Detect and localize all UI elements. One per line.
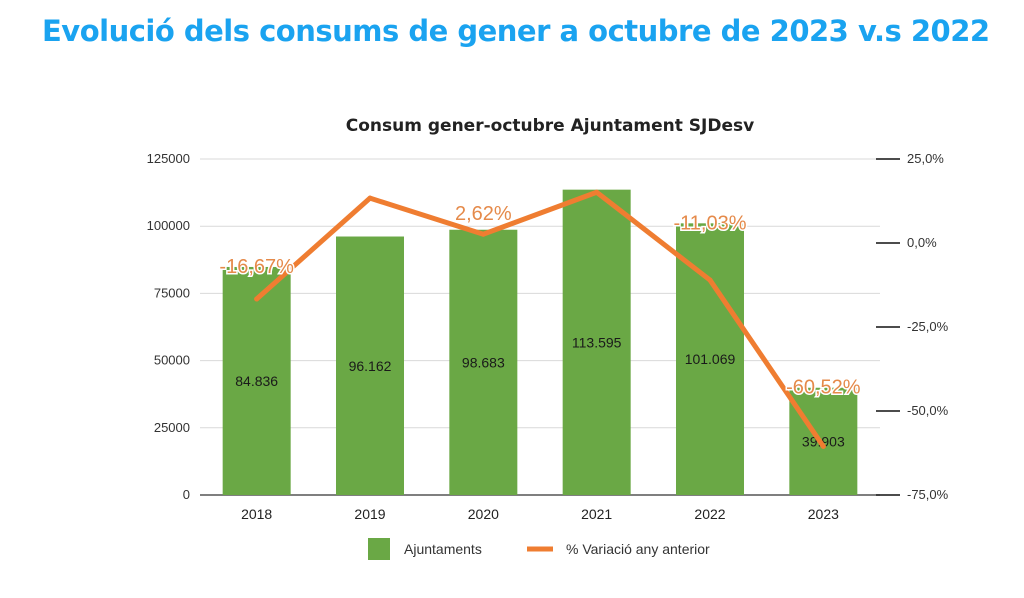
y-tick-label: 25000	[154, 420, 190, 435]
bar-value-label: 96.162	[349, 358, 392, 374]
line-point	[367, 195, 373, 201]
line-point	[594, 189, 600, 195]
line-point	[254, 296, 260, 302]
grid-lines	[200, 158, 880, 496]
left-axis: 0 25000 50000 75000 100000 125000	[147, 151, 190, 502]
legend-swatch-bars	[368, 538, 390, 560]
right-axis: -75,0% -50,0% -25,0% 0,0% 25,0%	[876, 151, 949, 502]
legend-label-line: % Variació any anterior	[566, 541, 710, 557]
bar-value-label: 113.595	[572, 334, 622, 350]
x-tick-label: 2018	[241, 506, 272, 522]
bar-value-label: 101.069	[685, 351, 736, 367]
variation-label: -16,67%	[219, 256, 294, 278]
bar	[562, 189, 631, 495]
x-tick-label: 2020	[468, 506, 499, 522]
y2-tick-label: -75,0%	[907, 487, 949, 502]
variation-line	[254, 189, 826, 449]
bar	[789, 387, 858, 495]
variation-label: -60,52%	[786, 377, 861, 399]
y-tick-label: 0	[183, 487, 190, 502]
line-point	[820, 443, 826, 449]
legend: Ajuntaments % Variació any anterior	[368, 538, 710, 560]
line-point	[480, 231, 486, 237]
legend-label-bars: Ajuntaments	[404, 541, 482, 557]
y-tick-label: 100000	[147, 218, 190, 233]
bar-series: 84.836 96.162 98.683 113.595 101.069 39.903	[222, 189, 858, 495]
y-tick-label: 75000	[154, 285, 190, 300]
bar	[449, 229, 518, 495]
line-point	[707, 277, 713, 283]
y-tick-label: 50000	[154, 353, 190, 368]
y2-tick-label: -25,0%	[907, 319, 949, 334]
x-tick-label: 2023	[808, 506, 839, 522]
bar-value-label: 84.836	[235, 373, 278, 389]
x-tick-label: 2021	[581, 506, 612, 522]
line-series: -16,67% 2,62% -11,03% -60,52%	[218, 189, 862, 449]
y2-tick-label: 0,0%	[907, 235, 937, 250]
variation-label: -11,03%	[673, 212, 746, 234]
bar-value-label: 98.683	[462, 354, 505, 370]
bar	[222, 266, 291, 495]
x-axis: 2018 2019 2020 2021 2022 2023	[241, 506, 839, 522]
y2-tick-label: 25,0%	[907, 151, 944, 166]
chart-title: Consum gener-octubre Ajuntament SJDesv	[346, 116, 754, 136]
y2-tick-label: -50,0%	[907, 403, 949, 418]
bar-value-label: 39.903	[802, 433, 845, 449]
y-tick-label: 125000	[147, 151, 190, 166]
x-tick-label: 2019	[354, 506, 385, 522]
bar	[676, 223, 744, 495]
page-title: Evolució dels consums de gener a octubre…	[42, 14, 990, 48]
x-tick-label: 2022	[694, 506, 725, 522]
bar	[336, 236, 404, 495]
variation-label: 2,62%	[455, 203, 512, 225]
